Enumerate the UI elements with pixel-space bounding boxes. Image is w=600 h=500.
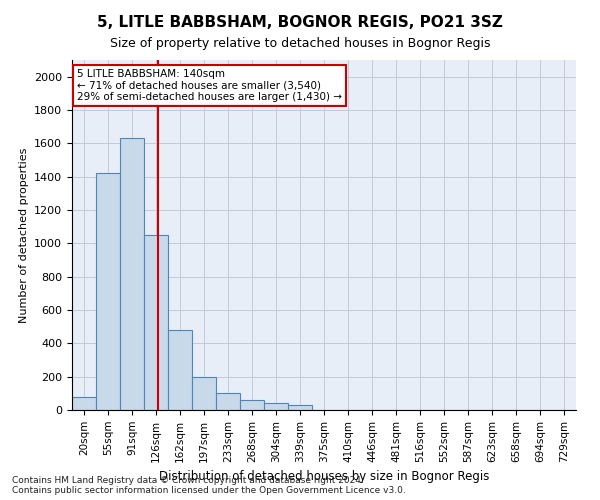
X-axis label: Distribution of detached houses by size in Bognor Regis: Distribution of detached houses by size …	[159, 470, 489, 483]
Text: 5, LITLE BABBSHAM, BOGNOR REGIS, PO21 3SZ: 5, LITLE BABBSHAM, BOGNOR REGIS, PO21 3S…	[97, 15, 503, 30]
Text: Contains HM Land Registry data © Crown copyright and database right 2024.
Contai: Contains HM Land Registry data © Crown c…	[12, 476, 406, 495]
Bar	[192, 376, 216, 410]
Bar	[120, 138, 144, 410]
Bar	[144, 235, 168, 410]
Text: Size of property relative to detached houses in Bognor Regis: Size of property relative to detached ho…	[110, 38, 490, 51]
Text: 5 LITLE BABBSHAM: 140sqm
← 71% of detached houses are smaller (3,540)
29% of sem: 5 LITLE BABBSHAM: 140sqm ← 71% of detach…	[77, 69, 342, 102]
Bar	[264, 402, 288, 410]
Bar	[72, 396, 96, 410]
Bar	[240, 400, 264, 410]
Bar	[216, 392, 240, 410]
Bar	[288, 405, 312, 410]
Bar	[168, 330, 192, 410]
Y-axis label: Number of detached properties: Number of detached properties	[19, 148, 29, 322]
Bar	[96, 174, 120, 410]
